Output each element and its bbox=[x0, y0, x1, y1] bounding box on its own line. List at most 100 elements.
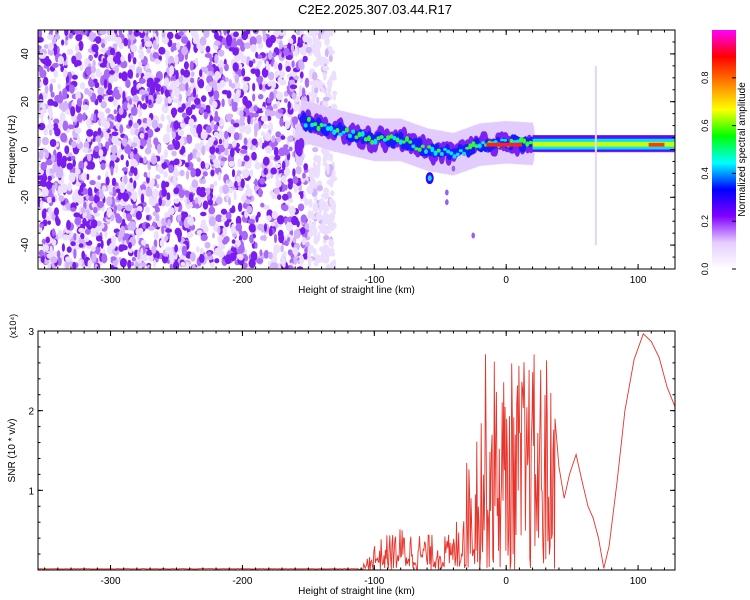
noise-speckle bbox=[138, 78, 146, 84]
noise-speckle bbox=[314, 86, 319, 94]
signal-core bbox=[515, 139, 520, 144]
noise-speckle bbox=[200, 161, 206, 169]
noise-speckle bbox=[214, 40, 221, 46]
noise-speckle bbox=[87, 153, 92, 162]
noise-speckle bbox=[283, 167, 291, 177]
noise-speckle bbox=[291, 215, 298, 226]
noise-speckle bbox=[161, 224, 165, 235]
signal-core bbox=[430, 146, 435, 153]
noise-speckle bbox=[264, 132, 272, 142]
noise-speckle bbox=[179, 220, 183, 227]
signal-core bbox=[357, 131, 362, 138]
noise-speckle bbox=[234, 180, 238, 189]
noise-speckle bbox=[77, 134, 81, 145]
noise-speckle bbox=[127, 259, 132, 269]
noise-speckle bbox=[148, 195, 154, 206]
noise-speckle bbox=[123, 37, 129, 47]
noise-speckle bbox=[328, 54, 333, 63]
noise-speckle bbox=[196, 126, 200, 134]
noise-speckle bbox=[243, 137, 248, 146]
noise-speckle bbox=[44, 251, 48, 257]
noise-speckle bbox=[167, 144, 175, 151]
noise-speckle bbox=[188, 192, 194, 203]
noise-speckle bbox=[194, 97, 201, 105]
y-tick-label: 1 bbox=[28, 486, 34, 497]
noise-speckle bbox=[38, 189, 42, 195]
noise-speckle bbox=[115, 164, 118, 174]
noise-speckle bbox=[172, 175, 177, 184]
signal-core bbox=[468, 143, 473, 150]
noise-speckle bbox=[128, 30, 133, 36]
noise-speckle bbox=[39, 200, 44, 210]
noise-speckle bbox=[281, 160, 286, 171]
noise-speckle bbox=[191, 264, 196, 269]
noise-speckle bbox=[327, 220, 333, 228]
signal-core bbox=[477, 143, 482, 149]
noise-speckle bbox=[153, 137, 159, 146]
noise-speckle bbox=[186, 199, 191, 205]
noise-speckle bbox=[327, 84, 332, 94]
noise-speckle bbox=[130, 106, 138, 116]
noise-speckle bbox=[271, 211, 278, 219]
noise-speckle bbox=[181, 112, 187, 119]
noise-speckle bbox=[174, 227, 182, 236]
noise-speckle bbox=[201, 234, 208, 242]
noise-speckle bbox=[58, 153, 62, 163]
noise-speckle bbox=[156, 143, 162, 154]
noise-speckle bbox=[166, 114, 171, 120]
noise-speckle bbox=[155, 94, 163, 105]
noise-speckle bbox=[329, 30, 334, 37]
noise-speckle bbox=[157, 123, 163, 129]
noise-speckle bbox=[108, 76, 115, 84]
noise-speckle bbox=[90, 219, 98, 229]
noise-speckle bbox=[225, 77, 230, 82]
noise-speckle bbox=[111, 131, 119, 137]
noise-speckle bbox=[294, 47, 299, 57]
noise-speckle bbox=[171, 150, 177, 157]
signal-core bbox=[443, 148, 447, 151]
noise-speckle bbox=[100, 162, 106, 170]
noise-speckle bbox=[276, 91, 284, 101]
noise-speckle bbox=[213, 195, 217, 200]
noise-speckle bbox=[205, 45, 211, 53]
noise-speckle bbox=[170, 80, 177, 91]
noise-speckle bbox=[94, 226, 103, 232]
noise-speckle bbox=[224, 63, 229, 72]
noise-speckle bbox=[85, 214, 92, 220]
noise-speckle bbox=[329, 177, 334, 188]
noise-speckle bbox=[317, 56, 326, 66]
noise-speckle bbox=[226, 113, 234, 119]
noise-speckle bbox=[161, 217, 166, 227]
noise-speckle bbox=[238, 229, 243, 236]
noise-speckle bbox=[254, 162, 262, 170]
noise-speckle bbox=[271, 135, 276, 143]
noise-speckle bbox=[138, 227, 144, 236]
noise-speckle bbox=[279, 70, 285, 78]
noise-speckle bbox=[75, 168, 81, 175]
noise-speckle bbox=[93, 131, 97, 139]
noise-speckle bbox=[236, 170, 242, 175]
noise-speckle bbox=[273, 61, 278, 70]
noise-speckle bbox=[186, 231, 194, 238]
noise-speckle bbox=[320, 193, 327, 198]
noise-speckle bbox=[194, 143, 201, 151]
noise-speckle bbox=[171, 108, 176, 119]
noise-speckle bbox=[304, 77, 310, 88]
noise-speckle bbox=[41, 187, 49, 197]
noise-speckle bbox=[199, 254, 205, 263]
noise-speckle bbox=[308, 169, 316, 179]
noise-speckle bbox=[51, 154, 56, 163]
noise-speckle bbox=[174, 244, 179, 253]
noise-speckle bbox=[160, 86, 164, 95]
noise-speckle bbox=[185, 82, 189, 92]
noise-speckle bbox=[112, 99, 118, 107]
noise-speckle bbox=[222, 238, 228, 245]
noise-speckle bbox=[94, 212, 101, 217]
noise-speckle bbox=[78, 227, 85, 233]
noise-speckle bbox=[53, 118, 60, 125]
noise-speckle bbox=[244, 100, 253, 109]
noise-speckle bbox=[295, 165, 302, 175]
noise-speckle bbox=[279, 117, 284, 127]
noise-speckle bbox=[64, 145, 70, 154]
signal-core bbox=[446, 149, 451, 154]
